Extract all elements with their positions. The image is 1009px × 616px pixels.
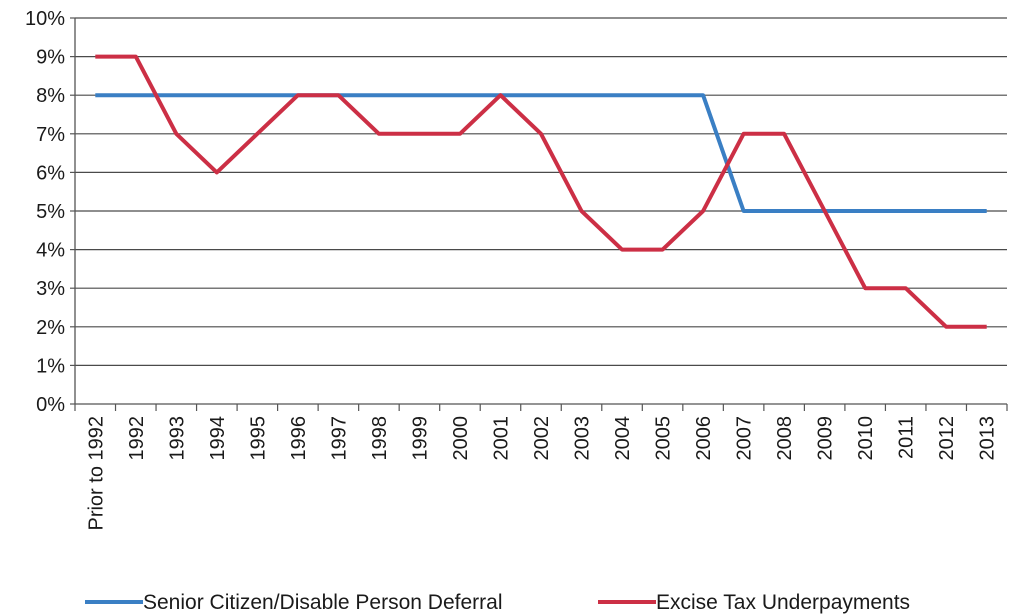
x-tick-label: 1992: [126, 416, 148, 461]
y-tick-label: 5%: [36, 201, 65, 223]
x-tick-label: Prior to 1992: [85, 416, 107, 531]
x-tick-label: 2012: [936, 416, 958, 461]
y-tick-label: 0%: [36, 394, 65, 416]
x-tick-label: 2009: [815, 416, 837, 461]
gridlines: [75, 17, 1007, 366]
x-tick-label: 2002: [531, 416, 553, 461]
series-lines: [95, 54, 987, 329]
x-tick-label: 1999: [409, 416, 431, 461]
x-tick-label: 1995: [247, 416, 269, 461]
x-tick-label: 2010: [855, 416, 877, 461]
x-tick-label: 1994: [207, 416, 229, 461]
x-tick-label: 2013: [977, 416, 999, 461]
y-tick-label: 7%: [36, 124, 65, 146]
legend-label-1: Excise Tax Underpayments: [656, 591, 910, 614]
x-tick-label: 2005: [653, 416, 675, 461]
x-tick-label: 2011: [896, 416, 918, 459]
x-tick-label: 2007: [734, 416, 756, 461]
x-tick-labels: Prior to 1992 1992 1993 1994 1995 1996 1997 199…: [85, 416, 998, 531]
y-tick-label: 6%: [36, 162, 65, 184]
x-tick-label: 2003: [572, 416, 594, 461]
y-tick-label: 3%: [36, 278, 65, 300]
y-tick-label: 8%: [36, 85, 65, 107]
x-tick-label: 2004: [612, 416, 634, 461]
y-tick-label: 4%: [36, 240, 65, 262]
x-tick-label: 2006: [693, 416, 715, 461]
y-tick-labels: 0% 1% 2% 3% 4% 5% 6% 7% 8% 9% 10%: [25, 8, 65, 416]
axes: [70, 17, 1008, 411]
series-line-1: [95, 54, 987, 329]
y-tick-label: 10%: [25, 8, 65, 30]
y-tick-label: 2%: [36, 317, 65, 339]
x-tick-label: 1993: [166, 416, 188, 461]
y-tick-label: 9%: [36, 47, 65, 69]
legend: Senior Citizen/Disable Person Deferral Ex…: [85, 591, 910, 614]
x-tick-label: 1996: [288, 416, 310, 461]
x-tick-label: 1997: [328, 416, 350, 461]
y-tick-label: 1%: [36, 355, 65, 377]
series-line-0: [95, 93, 987, 213]
x-tick-label: 2000: [450, 416, 472, 461]
x-tick-label: 2001: [490, 416, 512, 461]
x-tick-label: 1998: [369, 416, 391, 461]
legend-label-0: Senior Citizen/Disable Person Deferral: [143, 591, 503, 614]
x-tick-label: 2008: [774, 416, 796, 461]
